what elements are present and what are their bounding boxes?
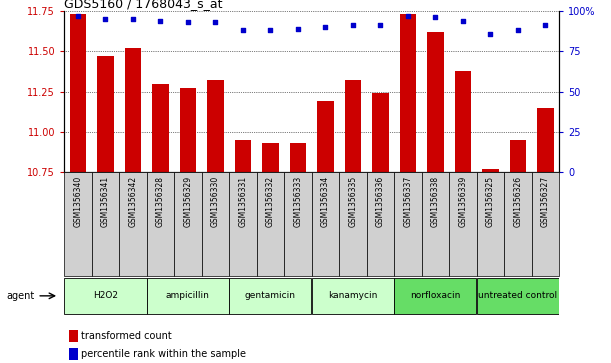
- Bar: [69, 348, 78, 360]
- Text: GSM1356331: GSM1356331: [238, 176, 247, 227]
- Text: GSM1356337: GSM1356337: [403, 176, 412, 227]
- Bar: [504, 172, 532, 276]
- Bar: [482, 169, 499, 172]
- Point: [321, 24, 331, 30]
- Bar: [312, 278, 394, 314]
- Text: GSM1356327: GSM1356327: [541, 176, 550, 227]
- Bar: [449, 172, 477, 276]
- Point: [458, 18, 468, 24]
- Bar: [345, 80, 361, 172]
- Text: GSM1356342: GSM1356342: [128, 176, 137, 227]
- Bar: [180, 89, 196, 172]
- Bar: [229, 172, 257, 276]
- Bar: [257, 172, 284, 276]
- Bar: [69, 330, 78, 342]
- Bar: [422, 172, 449, 276]
- Point: [266, 27, 276, 33]
- Text: GSM1356332: GSM1356332: [266, 176, 275, 227]
- Bar: [284, 172, 312, 276]
- Text: agent: agent: [6, 291, 34, 301]
- Text: transformed count: transformed count: [81, 331, 172, 341]
- Bar: [477, 172, 504, 276]
- Point: [431, 15, 441, 20]
- Point: [100, 16, 111, 22]
- Bar: [510, 140, 526, 172]
- Bar: [174, 172, 202, 276]
- Bar: [152, 83, 169, 172]
- Bar: [64, 278, 147, 314]
- Bar: [147, 172, 174, 276]
- Point: [156, 18, 166, 24]
- Point: [376, 23, 386, 28]
- Bar: [119, 172, 147, 276]
- Text: GDS5160 / 1768043_s_at: GDS5160 / 1768043_s_at: [64, 0, 222, 10]
- Text: H2O2: H2O2: [93, 290, 118, 299]
- Point: [183, 19, 193, 25]
- Point: [348, 23, 358, 28]
- Point: [513, 27, 523, 33]
- Text: GSM1356325: GSM1356325: [486, 176, 495, 227]
- Bar: [202, 172, 229, 276]
- Text: GSM1356328: GSM1356328: [156, 176, 165, 227]
- Bar: [372, 93, 389, 172]
- Text: GSM1356338: GSM1356338: [431, 176, 440, 227]
- Bar: [537, 108, 554, 172]
- Bar: [532, 172, 559, 276]
- Point: [403, 13, 413, 19]
- Text: GSM1356341: GSM1356341: [101, 176, 110, 227]
- Bar: [367, 172, 394, 276]
- Bar: [290, 143, 306, 172]
- Bar: [125, 48, 141, 172]
- Text: GSM1356334: GSM1356334: [321, 176, 330, 227]
- Bar: [427, 32, 444, 172]
- Text: gentamicin: gentamicin: [245, 290, 296, 299]
- Text: kanamycin: kanamycin: [328, 290, 378, 299]
- Bar: [400, 14, 416, 172]
- Bar: [235, 140, 251, 172]
- Point: [486, 30, 496, 36]
- Bar: [229, 278, 312, 314]
- Text: GSM1356329: GSM1356329: [183, 176, 192, 227]
- Text: GSM1356340: GSM1356340: [73, 176, 82, 227]
- Bar: [455, 71, 471, 172]
- Text: GSM1356335: GSM1356335: [348, 176, 357, 227]
- Point: [128, 16, 138, 22]
- Text: norfloxacin: norfloxacin: [410, 290, 461, 299]
- Bar: [64, 172, 92, 276]
- Text: GSM1356333: GSM1356333: [293, 176, 302, 227]
- Bar: [394, 278, 477, 314]
- Point: [293, 26, 303, 32]
- Bar: [312, 172, 339, 276]
- Text: GSM1356330: GSM1356330: [211, 176, 220, 227]
- Bar: [339, 172, 367, 276]
- Text: ampicillin: ampicillin: [166, 290, 210, 299]
- Bar: [477, 278, 559, 314]
- Bar: [394, 172, 422, 276]
- Text: untreated control: untreated control: [478, 290, 557, 299]
- Point: [210, 19, 221, 25]
- Bar: [262, 143, 279, 172]
- Point: [238, 27, 248, 33]
- Text: GSM1356339: GSM1356339: [458, 176, 467, 227]
- Bar: [70, 14, 86, 172]
- Point: [73, 13, 83, 19]
- Bar: [92, 172, 119, 276]
- Bar: [207, 80, 224, 172]
- Text: percentile rank within the sample: percentile rank within the sample: [81, 349, 246, 359]
- Bar: [97, 56, 114, 172]
- Bar: [147, 278, 229, 314]
- Bar: [317, 101, 334, 172]
- Point: [541, 23, 551, 28]
- Text: GSM1356336: GSM1356336: [376, 176, 385, 227]
- Text: GSM1356326: GSM1356326: [513, 176, 522, 227]
